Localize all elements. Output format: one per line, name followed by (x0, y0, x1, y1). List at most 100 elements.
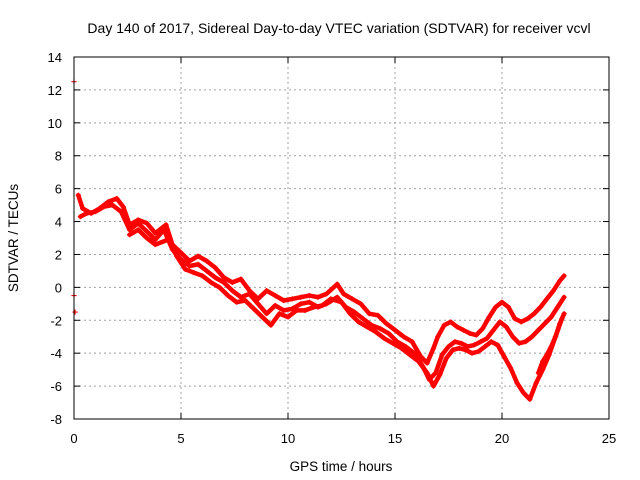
data-point (514, 380, 520, 386)
data-point (424, 370, 430, 376)
series-trace (76, 192, 567, 366)
y-tick-label: 14 (48, 50, 62, 65)
plot-frame (73, 56, 610, 420)
data-point (135, 227, 141, 233)
data-point (450, 347, 456, 353)
y-tick-label: 0 (55, 280, 62, 295)
data-point (441, 322, 447, 328)
data-point (454, 324, 460, 330)
x-tick-label: 15 (388, 431, 402, 446)
data-point (452, 339, 458, 345)
data-point (144, 235, 150, 241)
tick-layer (73, 56, 610, 420)
data-point (557, 278, 563, 284)
data-point (561, 294, 567, 300)
data-point (264, 311, 270, 317)
data-point (169, 241, 176, 248)
data-point (319, 302, 325, 309)
data-point (516, 340, 522, 346)
data-point (518, 319, 524, 325)
data-point (255, 296, 261, 302)
y-tick-label: 12 (48, 83, 62, 98)
data-point (323, 291, 330, 297)
data-point (375, 312, 381, 318)
data-point (540, 358, 546, 365)
data-point (512, 316, 518, 322)
x-axis-label: GPS time / hours (290, 459, 393, 474)
data-point (144, 228, 150, 235)
data-point (559, 316, 565, 322)
data-point (531, 311, 537, 317)
data-point (548, 344, 554, 350)
data-point (195, 261, 201, 267)
data-point (311, 304, 317, 310)
tick-label-layer: 0 5 10 15 20 25 -8 -6 -4 -2 0 2 4 6 8 10 12 14 (48, 50, 617, 446)
data-point (238, 276, 244, 282)
series-layer (76, 192, 567, 402)
data-point (373, 329, 379, 335)
data-point (75, 192, 81, 198)
data-point (255, 301, 261, 307)
data-point (186, 258, 193, 264)
data-point (458, 340, 464, 346)
data-point (285, 314, 291, 320)
data-point (383, 320, 390, 327)
data-point (533, 380, 539, 386)
data-point (328, 296, 334, 302)
data-point (495, 342, 501, 348)
series-trace (127, 227, 565, 402)
data-point (251, 306, 257, 312)
data-point (221, 274, 227, 281)
data-point (323, 301, 330, 307)
data-point (92, 209, 98, 215)
data-point (557, 320, 563, 327)
data-point (480, 325, 486, 332)
data-point (411, 350, 417, 356)
data-point (212, 265, 218, 271)
data-point (127, 232, 133, 238)
data-point (264, 288, 270, 294)
data-point (437, 371, 443, 378)
data-point (349, 296, 355, 302)
y-tick-label: -4 (50, 346, 62, 361)
data-point (306, 299, 312, 305)
data-point (276, 311, 283, 317)
data-point (510, 334, 516, 340)
data-point (174, 253, 180, 259)
data-point (366, 311, 372, 317)
data-point (289, 306, 295, 312)
data-point (216, 284, 223, 290)
data-point (204, 258, 210, 264)
data-point (347, 311, 353, 317)
data-point (478, 339, 484, 345)
data-point (473, 332, 479, 338)
data-point (535, 327, 541, 333)
data-point (212, 274, 218, 281)
x-tick-label: 5 (177, 431, 184, 446)
data-point (84, 210, 90, 216)
y-tick-label: -8 (50, 412, 62, 427)
data-point (272, 292, 278, 299)
x-tick-label: 10 (281, 431, 295, 446)
data-point (204, 268, 210, 274)
data-point (544, 352, 550, 358)
data-point (152, 241, 158, 248)
data-point (420, 363, 426, 369)
x-tick-label: 25 (602, 431, 616, 446)
data-point (356, 319, 362, 325)
data-point (272, 302, 278, 309)
data-point (109, 202, 116, 208)
data-point (486, 314, 492, 320)
data-point (527, 396, 533, 402)
data-point (403, 344, 409, 350)
data-point (439, 352, 445, 358)
data-point (409, 339, 415, 345)
data-point (208, 279, 214, 286)
chart-title: Day 140 of 2017, Sidereal Day-to-day VTE… (87, 20, 590, 36)
data-point (161, 227, 167, 233)
data-point (561, 311, 567, 317)
data-point (501, 353, 507, 360)
data-point (499, 299, 505, 305)
data-point (555, 304, 561, 310)
